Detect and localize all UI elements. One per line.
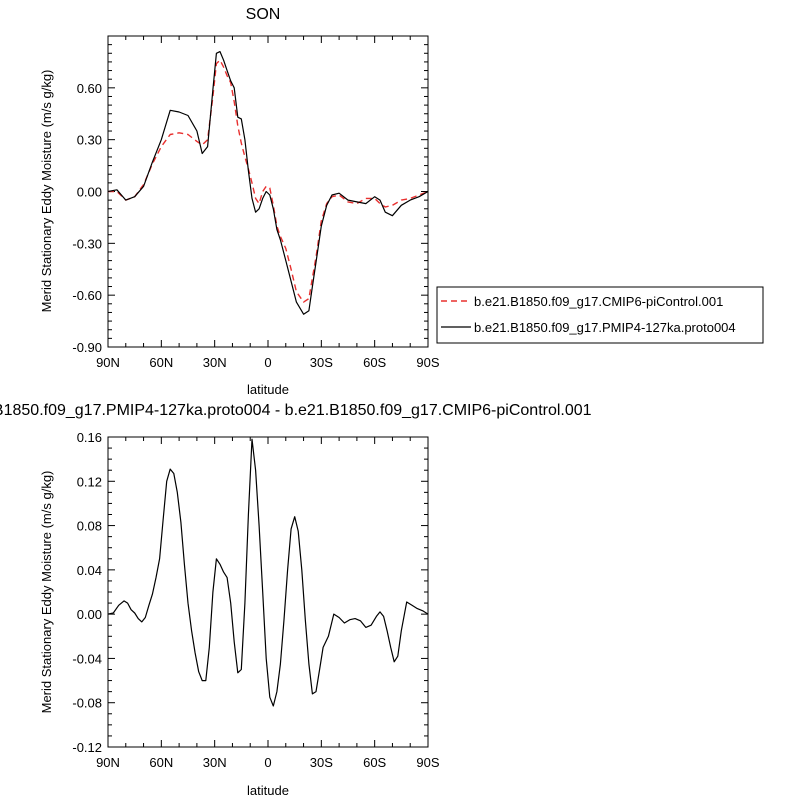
bottom-ytick-label: -0.08 xyxy=(72,696,102,711)
bottom-title: b.e21.B1850.f09_g17.PMIP4-127ka.proto004… xyxy=(0,402,592,419)
legend-box xyxy=(436,286,764,344)
bottom-xtick-label: 0 xyxy=(264,755,271,770)
bottom-xtick-label: 30N xyxy=(203,755,227,770)
top-ytick-label: 0.30 xyxy=(77,133,102,148)
bottom-ytick-label: -0.04 xyxy=(72,651,102,666)
top-ytick-label: -0.60 xyxy=(72,288,102,303)
bottom-ytick-label: 0.16 xyxy=(77,430,102,445)
bottom-ytick-label: 0.04 xyxy=(77,563,102,578)
bottom-xlabel: latitude xyxy=(247,783,289,798)
top-xtick-label: 60S xyxy=(363,355,386,370)
bottom-xtick-label: 90N xyxy=(96,755,120,770)
bottom-panel: b.e21.B1850.f09_g17.PMIP4-127ka.proto004… xyxy=(0,402,592,798)
bottom-ytick-label: 0.00 xyxy=(77,607,102,622)
top-xtick-label: 30N xyxy=(203,355,227,370)
legend-label-picontrol: b.e21.B1850.f09_g17.CMIP6-piControl.001 xyxy=(474,294,723,309)
top-xtick-label: 60N xyxy=(149,355,173,370)
top-xtick-label: 30S xyxy=(310,355,333,370)
legend: b.e21.B1850.f09_g17.CMIP6-piControl.001 … xyxy=(436,286,764,344)
top-ticks: 90N 60N 30N 0 30S 60S 90S -0.90 -0.60 -0.30 0.00 0.… xyxy=(72,35,440,370)
top-ylabel: Merid Stationary Eddy Moisture (m/s g/kg… xyxy=(39,70,54,313)
top-ytick-label: 0.00 xyxy=(77,185,102,200)
top-ytick-label: -0.30 xyxy=(72,236,102,251)
bottom-xtick-label: 60N xyxy=(149,755,173,770)
bottom-ticks: 90N 60N 30N 0 30S 60S 90S -0.12 -0.08 -0.04 0.00 0.… xyxy=(72,430,440,770)
top-panel: SON 90N 60N 30N 0 30S 60S 90S -0.90 -0.60 -0.30 0.… xyxy=(39,6,440,397)
top-xlabel: latitude xyxy=(247,382,289,397)
bottom-ytick-label: 0.08 xyxy=(77,519,102,534)
bottom-ytick-label: -0.12 xyxy=(72,740,102,755)
top-plot-frame xyxy=(107,35,429,348)
top-ytick-label: 0.60 xyxy=(77,81,102,96)
bottom-series-line-0 xyxy=(107,438,429,707)
top-series xyxy=(107,50,429,315)
top-xtick-label: 90N xyxy=(96,355,120,370)
bottom-xtick-label: 90S xyxy=(416,755,439,770)
top-title: SON xyxy=(246,6,281,23)
legend-label-127ka: b.e21.B1850.f09_g17.PMIP4-127ka.proto004 xyxy=(474,320,736,335)
top-series-line-0 xyxy=(108,59,429,303)
bottom-xtick-label: 60S xyxy=(363,755,386,770)
bottom-xtick-label: 30S xyxy=(310,755,333,770)
bottom-plot-frame xyxy=(107,436,429,748)
top-xtick-label: 0 xyxy=(264,355,271,370)
top-xtick-label: 90S xyxy=(416,355,439,370)
top-series-line-1 xyxy=(107,50,429,315)
bottom-ylabel: Merid Stationary Eddy Moisture (m/s g/kg… xyxy=(39,471,54,714)
bottom-series xyxy=(107,438,429,707)
bottom-ytick-label: 0.12 xyxy=(77,474,102,489)
top-ytick-label: -0.90 xyxy=(72,340,102,355)
